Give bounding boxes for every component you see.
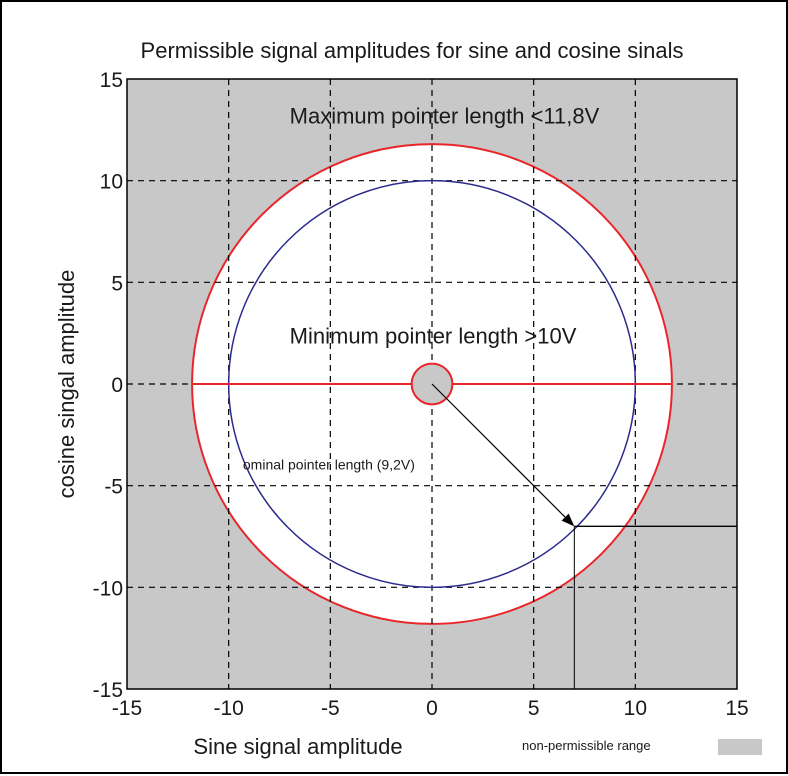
x-tick-label: -15 xyxy=(112,697,142,720)
plot-border xyxy=(126,78,738,690)
y-tick-label: -15 xyxy=(93,679,123,702)
y-tick-label: 0 xyxy=(111,374,123,397)
pointer-arrowhead xyxy=(561,513,575,527)
chart-title: Permissible signal amplitudes for sine a… xyxy=(141,38,684,63)
x-tick-label: 0 xyxy=(426,697,438,720)
x-tick-label: 5 xyxy=(528,697,540,720)
legend-swatch xyxy=(718,739,762,755)
x-axis-label: Sine signal amplitude xyxy=(193,734,402,759)
y-tick-label: 5 xyxy=(111,272,123,295)
legend: non-permissible range xyxy=(522,738,762,755)
x-tick-labels: -15 -10 -5 0 5 10 15 xyxy=(112,697,749,720)
y-tick-label: -10 xyxy=(93,577,123,600)
y-tick-label: 15 xyxy=(100,69,123,92)
x-tick-label: 15 xyxy=(725,697,748,720)
x-tick-label: -10 xyxy=(213,697,243,720)
y-tick-labels: 15 10 5 0 -5 -10 -15 xyxy=(93,69,123,702)
annotation-maximum: Maximum pointer length <11,8V xyxy=(290,104,600,129)
legend-label: non-permissible range xyxy=(522,738,651,753)
y-tick-label: -5 xyxy=(104,476,123,499)
annotation-nominal: ominal pointer length (9,2V) xyxy=(243,456,415,472)
x-tick-label: -5 xyxy=(321,697,340,720)
annotation-minimum: Minimum pointer length >10V xyxy=(290,323,577,348)
y-tick-label: 10 xyxy=(100,171,123,194)
y-axis-label: cosine singal amplitude xyxy=(54,270,79,499)
x-tick-label: 10 xyxy=(624,697,647,720)
pointer-arrow-line xyxy=(431,383,566,518)
plot-area: Maximum pointer length <11,8V Minimum po… xyxy=(126,78,738,690)
